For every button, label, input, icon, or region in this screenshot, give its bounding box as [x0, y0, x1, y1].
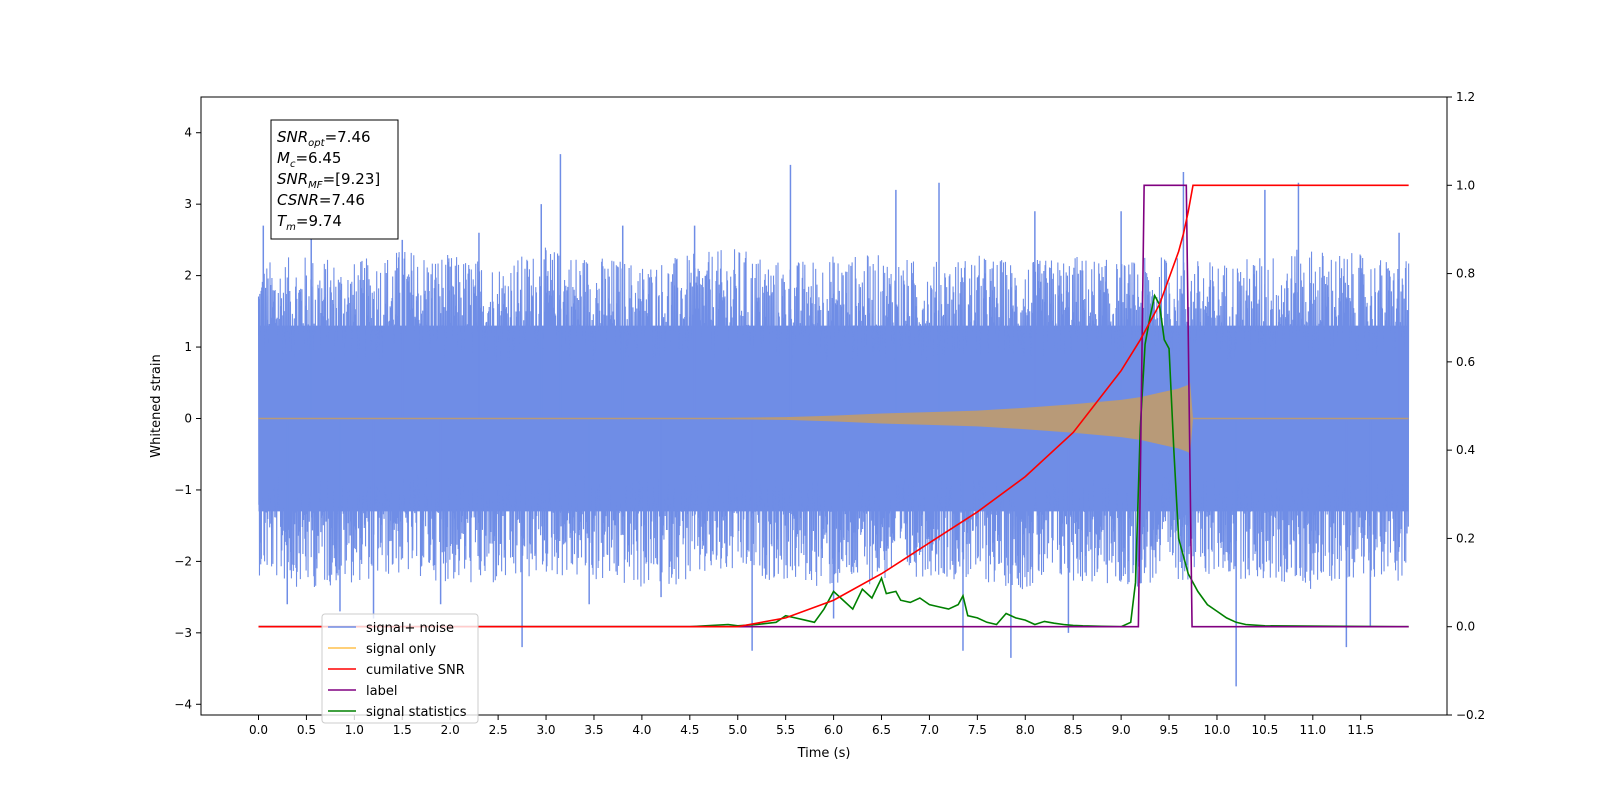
x-tick-label: 2.0 — [441, 723, 460, 737]
series-signal-noise — [257, 247, 1410, 590]
x-tick-label: 10.0 — [1204, 723, 1231, 737]
y-axis-right: −0.2 0.0 0.2 0.4 0.6 0.8 1.0 1.2 — [1447, 90, 1485, 722]
plot-frame — [200, 96, 1448, 716]
x-tick-label: 0.0 — [249, 723, 268, 737]
x-tick-label: 5.0 — [728, 723, 747, 737]
x-tick-label: 7.0 — [920, 723, 939, 737]
series-signal-statistics — [258, 293, 1409, 628]
x-tick-label: 11.5 — [1347, 723, 1374, 737]
info-box-frame — [270, 119, 399, 240]
legend-entry: signal+ noise — [366, 621, 454, 636]
x-tick-label: 10.5 — [1252, 723, 1279, 737]
x-tick-label: 11.0 — [1299, 723, 1326, 737]
y-tick-label: −3 — [174, 626, 192, 640]
y-tick-label: −2 — [174, 554, 192, 568]
y2-tick-label: 0.8 — [1456, 267, 1475, 281]
legend-frame — [321, 613, 479, 724]
series-label — [258, 184, 1409, 628]
series-cumulative-snr — [258, 184, 1409, 628]
x-axis: 0.0 0.5 1.0 1.5 2.0 2.5 3.0 3.5 4.0 4.5 5.0 5.5 6.0 6… — [249, 715, 1374, 737]
y-axis-left: −4 −3 −2 −1 0 1 2 3 4 — [174, 126, 201, 711]
legend-entry: cumilative SNR — [366, 663, 465, 678]
x-tick-label: 6.5 — [872, 723, 891, 737]
x-tick-label: 1.5 — [393, 723, 412, 737]
y-tick-label: 0 — [184, 412, 192, 426]
annotation-mc: Mc=6.45 — [277, 149, 341, 170]
y2-tick-label: 1.2 — [1456, 90, 1475, 104]
x-tick-label: 0.5 — [297, 723, 316, 737]
y-tick-label: 3 — [184, 197, 192, 211]
x-tick-label: 1.0 — [345, 723, 364, 737]
y2-tick-label: 0.0 — [1456, 620, 1475, 634]
legend-entry: signal statistics — [366, 705, 467, 720]
y-tick-label: −4 — [174, 697, 192, 711]
x-tick-label: 9.0 — [1112, 723, 1131, 737]
x-tick-label: 7.5 — [968, 723, 987, 737]
y2-tick-label: 0.6 — [1456, 355, 1475, 369]
x-tick-label: 3.5 — [584, 723, 603, 737]
x-tick-label: 2.5 — [489, 723, 508, 737]
legend-entry: label — [366, 684, 397, 699]
x-tick-label: 6.0 — [824, 723, 843, 737]
y2-tick-label: −0.2 — [1456, 708, 1485, 722]
annotation-snr-mf: SNRMF=[9.23] — [277, 170, 380, 191]
x-tick-label: 8.0 — [1016, 723, 1035, 737]
x-tick-label: 4.0 — [632, 723, 651, 737]
x-tick-label: 4.5 — [680, 723, 699, 737]
x-tick-label: 9.5 — [1159, 723, 1178, 737]
legend-entry: signal only — [366, 642, 436, 657]
plot-area — [257, 154, 1410, 687]
annotation-csnr: CSNR=7.46 — [277, 191, 365, 209]
annotation-snr-opt: SNRopt=7.46 — [277, 128, 371, 149]
x-tick-label: 5.5 — [776, 723, 795, 737]
y-tick-label: 2 — [184, 269, 192, 283]
legend: signal+ noise signal only cumilative SNR la… — [321, 613, 479, 724]
y2-tick-label: 0.4 — [1456, 443, 1475, 457]
annotation-tm: Tm=9.74 — [277, 212, 342, 233]
y-tick-label: 1 — [184, 340, 192, 354]
x-tick-label: 3.0 — [536, 723, 555, 737]
y2-tick-label: 1.0 — [1456, 178, 1475, 192]
y-axis-label: Whitened strain — [149, 354, 164, 457]
y2-tick-label: 0.2 — [1456, 531, 1475, 545]
x-axis-label: Time (s) — [797, 746, 851, 761]
y-tick-label: −1 — [174, 483, 192, 497]
x-tick-label: 8.5 — [1064, 723, 1083, 737]
y-tick-label: 4 — [184, 126, 192, 140]
